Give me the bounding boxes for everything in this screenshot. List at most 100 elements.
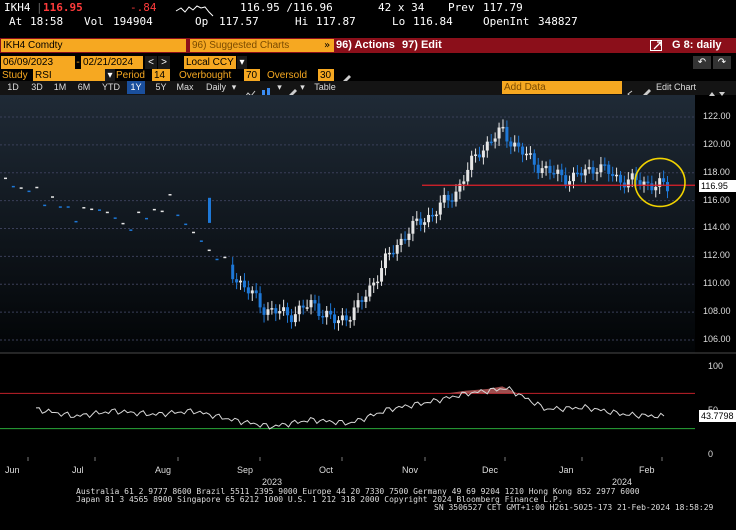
oversold-field[interactable]: 30 [318, 69, 334, 82]
frequency-select[interactable]: Daily [205, 82, 226, 92]
year-tick-label: 2023 [262, 477, 283, 487]
add-data-field[interactable]: Add Data [502, 81, 622, 94]
table-button[interactable]: Table [314, 82, 336, 92]
annotate-dropdown-icon[interactable]: ▾ [300, 82, 305, 92]
time-label: At [9, 15, 23, 28]
start-date-field[interactable]: 06/09/2023 [1, 56, 75, 69]
suggested-charts-button[interactable]: 96) Suggested Charts [190, 39, 320, 52]
edit-chart-button[interactable]: Edit Chart [655, 82, 697, 92]
study-field[interactable]: RSI [33, 69, 105, 82]
candle-body [434, 214, 438, 217]
range-tab-5y[interactable]: 5Y [155, 82, 167, 92]
candle-body [419, 218, 423, 225]
range-tab-3d[interactable]: 3D [31, 82, 43, 92]
footer-line-3: SN 3506527 CET GMT+1:00 H261-5025-173 21… [434, 503, 714, 512]
rsi-value-badge: 43.7798 [699, 410, 736, 422]
candle-body [536, 164, 540, 174]
date-forward-button[interactable]: > [158, 56, 170, 69]
candle-body [595, 172, 599, 174]
price-bar [35, 186, 39, 189]
price-tick-label: 106.00 [703, 334, 731, 345]
year-tick-label: 2024 [612, 477, 633, 487]
range-tab-max[interactable]: Max [176, 82, 194, 92]
candle-body [626, 179, 630, 188]
price-panel [0, 95, 695, 353]
suggested-charts-expand[interactable]: » [320, 39, 334, 52]
high-price: 117.87 [316, 15, 356, 28]
candle-body [607, 164, 611, 174]
candle-body [423, 222, 427, 225]
candle-body [246, 287, 250, 294]
bar-style-icon[interactable] [261, 83, 275, 102]
actions-menu[interactable]: 96) Actions [336, 39, 395, 51]
study-dropdown-icon[interactable]: ▾ [105, 69, 115, 82]
candle-body [509, 141, 513, 147]
price-bar [215, 258, 219, 261]
bid-ask-size: 42 x 34 [378, 1, 425, 14]
price-bar [168, 194, 172, 196]
candle-body [524, 153, 528, 156]
price-chart[interactable] [0, 95, 736, 475]
chart-settings-icon[interactable] [708, 84, 728, 103]
range-tab-6m[interactable]: 6M [77, 82, 91, 92]
candle-body [387, 252, 391, 255]
last-price: 116.95 [43, 1, 83, 14]
currency-field[interactable]: Local CCY [184, 56, 236, 69]
rsi-tick-label: 0 [708, 449, 714, 459]
range-tab-ytd[interactable]: YTD [102, 82, 120, 92]
candle-body [638, 180, 642, 186]
candle-body [513, 142, 517, 147]
candle-body [548, 165, 552, 174]
candle-body [474, 154, 478, 156]
overbought-field[interactable]: 70 [244, 69, 260, 82]
price-tick-label: 114.00 [703, 222, 730, 233]
candle-body [591, 167, 595, 174]
price-bar [4, 177, 7, 180]
price-bar [121, 222, 125, 225]
highlight-circle [634, 157, 686, 208]
candle-body [376, 281, 380, 284]
edit-menu[interactable]: 97) Edit [402, 39, 442, 51]
range-tab-1y[interactable]: 1Y [127, 81, 145, 94]
security-field[interactable]: IKH4 Comdty [1, 39, 186, 52]
quote-line-1: IKH4 | 116.95 -.84 116.95 /116.96 42 x 3… [0, 1, 736, 17]
bar-style-dropdown-icon[interactable]: ▾ [277, 82, 282, 92]
open-interest: 348827 [538, 15, 578, 28]
candle-body [289, 315, 293, 323]
candle-body [430, 214, 434, 217]
candle-body [485, 141, 489, 151]
price-tick-label: 110.00 [703, 278, 730, 289]
end-date-field[interactable]: 02/21/2024 [81, 56, 143, 69]
candle-body [395, 244, 399, 254]
currency-dropdown-icon[interactable]: ▾ [237, 56, 247, 69]
candle-body [618, 174, 622, 183]
price-bar [129, 229, 133, 231]
volume-label: Vol [84, 15, 104, 28]
external-link-icon[interactable] [650, 40, 662, 51]
range-tab-1m[interactable]: 1M [53, 82, 67, 92]
candle-body [391, 252, 395, 255]
candle-body [297, 305, 301, 315]
candle-body [231, 264, 235, 280]
candle-body [489, 141, 493, 144]
candle-body [340, 315, 344, 321]
candle-body [262, 307, 266, 315]
graph-number[interactable]: G 8: daily [672, 39, 722, 51]
candle-body [278, 311, 282, 314]
frequency-dropdown-icon[interactable]: ▾ [231, 82, 237, 92]
candle-body [497, 127, 501, 139]
grid-lines [0, 116, 695, 461]
redo-button[interactable]: ↷ [713, 56, 731, 69]
candle-body [356, 300, 360, 308]
candle-body [208, 197, 211, 223]
range-tab-1d[interactable]: 1D [7, 82, 19, 92]
candle-body [321, 315, 325, 318]
undo-button[interactable]: ↶ [693, 56, 711, 69]
period-field[interactable]: 14 [152, 69, 170, 82]
candle-body [336, 320, 340, 324]
date-separator: - [75, 57, 82, 68]
ticker-divider: | [36, 1, 43, 14]
prev-close: 117.79 [483, 1, 523, 14]
month-tick-label: Nov [402, 465, 419, 475]
date-back-button[interactable]: < [145, 56, 157, 69]
